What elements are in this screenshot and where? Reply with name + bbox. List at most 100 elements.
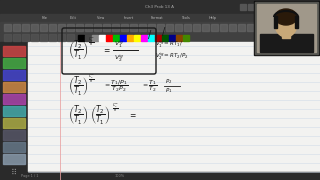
Bar: [183, 35, 189, 41]
Text: Format: Format: [151, 16, 164, 20]
Bar: [260, 34, 313, 52]
Bar: [282, 30, 290, 38]
Text: $\!\!\frac{C_v^{ig}}{R}$: $\!\!\frac{C_v^{ig}}{R}$: [88, 73, 95, 85]
Bar: [3, 58, 25, 68]
Bar: [120, 35, 126, 41]
Bar: [134, 35, 140, 41]
Bar: [3, 130, 25, 140]
Text: $= \dfrac{T_1}{T_2}$: $= \dfrac{T_1}{T_2}$: [141, 78, 157, 94]
Text: Page 1 / 1: Page 1 / 1: [21, 174, 39, 178]
Bar: [58, 24, 65, 31]
Bar: [31, 24, 38, 31]
Bar: [130, 24, 137, 31]
Bar: [49, 24, 56, 31]
Text: $P_2$: $P_2$: [165, 78, 172, 86]
Bar: [247, 24, 254, 31]
Bar: [148, 35, 154, 41]
Bar: [78, 35, 84, 41]
Bar: [22, 34, 29, 41]
Bar: [166, 24, 173, 31]
Text: $\!\!\frac{C_v^{ig}}{R}$: $\!\!\frac{C_v^{ig}}{R}$: [88, 36, 95, 48]
Bar: [0, 172, 320, 180]
Bar: [162, 35, 168, 41]
Bar: [85, 24, 92, 31]
Bar: [121, 24, 128, 31]
Bar: [76, 24, 83, 31]
Text: $V_1^{ig}$: $V_1^{ig}$: [114, 38, 124, 50]
Bar: [106, 35, 112, 41]
Bar: [256, 4, 262, 10]
Bar: [176, 35, 182, 41]
Ellipse shape: [275, 11, 297, 37]
Bar: [0, 22, 320, 32]
Bar: [112, 24, 119, 31]
Bar: [155, 35, 161, 41]
Bar: [28, 42, 320, 180]
Bar: [238, 24, 245, 31]
Text: $P_1$: $P_1$: [165, 87, 172, 95]
Bar: [127, 35, 133, 41]
Text: $\frac{C_v^{ig}}{R}$: $\frac{C_v^{ig}}{R}$: [112, 102, 119, 114]
Bar: [103, 24, 110, 31]
Text: Edit: Edit: [69, 16, 76, 20]
Text: /: /: [162, 27, 165, 37]
Bar: [0, 14, 320, 22]
Bar: [49, 34, 56, 41]
Text: $\left(\dfrac{T_2}{T_1}\right)$: $\left(\dfrac{T_2}{T_1}\right)$: [68, 74, 89, 98]
Bar: [3, 82, 25, 92]
Bar: [40, 24, 47, 31]
Bar: [202, 24, 209, 31]
Text: Ch3 Prob 13 A: Ch3 Prob 13 A: [146, 5, 174, 9]
Bar: [4, 34, 11, 41]
Bar: [3, 118, 25, 128]
Text: $V_2^{ig} = R T_2/P_2$: $V_2^{ig} = R T_2/P_2$: [155, 50, 188, 62]
Bar: [13, 34, 20, 41]
Text: View: View: [97, 16, 105, 20]
Bar: [13, 24, 20, 31]
Text: $\left(\dfrac{T_2}{T_1}\right)$: $\left(\dfrac{T_2}{T_1}\right)$: [68, 38, 89, 62]
Text: Insert: Insert: [124, 16, 134, 20]
Text: $V_2^{ig}$: $V_2^{ig}$: [114, 52, 124, 64]
Text: File: File: [42, 16, 48, 20]
Bar: [257, 4, 316, 52]
Bar: [3, 142, 25, 152]
Bar: [288, 4, 294, 10]
Bar: [67, 24, 74, 31]
Bar: [4, 24, 11, 31]
Text: 100%: 100%: [115, 174, 125, 178]
Bar: [256, 24, 263, 31]
Bar: [3, 154, 25, 164]
Text: $\left(\dfrac{T_2}{T_1}\right)$: $\left(\dfrac{T_2}{T_1}\right)$: [68, 103, 89, 127]
Bar: [31, 34, 38, 41]
Bar: [264, 4, 270, 10]
Bar: [255, 2, 318, 54]
Bar: [94, 24, 101, 31]
Text: $=$: $=$: [102, 46, 111, 55]
Bar: [295, 16, 298, 28]
Bar: [3, 106, 25, 116]
Bar: [139, 24, 146, 31]
Bar: [248, 4, 254, 10]
Bar: [3, 94, 25, 104]
Bar: [280, 4, 286, 10]
Bar: [175, 24, 182, 31]
Text: $\left(\dfrac{T_2}{T_1}\right)$: $\left(\dfrac{T_2}{T_1}\right)$: [90, 103, 110, 127]
Text: ⠿: ⠿: [11, 168, 17, 177]
Bar: [240, 4, 246, 10]
Bar: [220, 24, 227, 31]
Bar: [169, 35, 175, 41]
Ellipse shape: [275, 9, 297, 25]
Bar: [141, 35, 147, 41]
Bar: [0, 42, 28, 180]
Bar: [22, 24, 29, 31]
Bar: [296, 4, 302, 10]
Bar: [254, 1, 319, 55]
Bar: [229, 24, 236, 31]
Bar: [3, 70, 25, 80]
Text: Tools: Tools: [180, 16, 189, 20]
Text: /: /: [148, 30, 151, 40]
Bar: [148, 24, 155, 31]
Bar: [265, 24, 272, 31]
Text: $=$: $=$: [128, 111, 137, 120]
Text: $V_1^{ig} = RT_1/$: $V_1^{ig} = RT_1/$: [155, 38, 183, 50]
